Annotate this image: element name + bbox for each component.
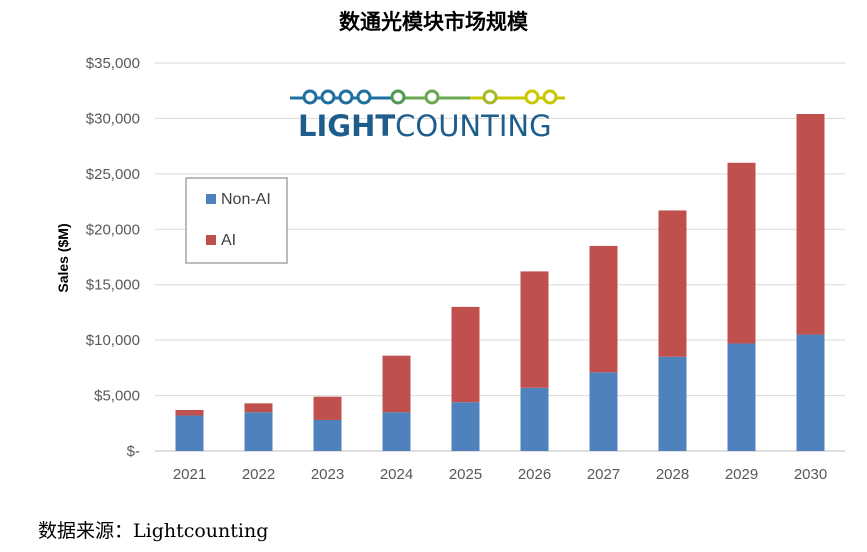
logo-dot bbox=[524, 89, 540, 105]
legend-label-ai: AI bbox=[221, 232, 236, 249]
logo-text: LIGHTCOUNTING bbox=[298, 109, 552, 143]
lightcounting-logo: LIGHTCOUNTING bbox=[290, 89, 565, 143]
logo-dot bbox=[356, 89, 372, 105]
logo-dot bbox=[482, 89, 498, 105]
logo-dot bbox=[424, 89, 440, 105]
logo-dot bbox=[320, 89, 336, 105]
y-tick-label: $30,000 bbox=[86, 110, 140, 127]
x-tick-label: 2029 bbox=[725, 466, 758, 483]
legend-box bbox=[185, 177, 288, 264]
logo-dot bbox=[542, 89, 558, 105]
x-tick-label: 2030 bbox=[794, 466, 827, 483]
bar-ai-2030 bbox=[796, 113, 825, 335]
bar-non-ai-2024 bbox=[382, 412, 411, 451]
y-tick-label: $5,000 bbox=[94, 388, 140, 405]
x-tick-label: 2021 bbox=[173, 466, 206, 483]
x-tick-label: 2023 bbox=[311, 466, 344, 483]
x-tick-label: 2028 bbox=[656, 466, 689, 483]
source-note: 数据来源：Lightcounting bbox=[38, 520, 269, 542]
legend-label-non-ai: Non-AI bbox=[221, 191, 271, 208]
bar-ai-2024 bbox=[382, 355, 411, 413]
bars bbox=[175, 113, 825, 451]
x-tick-label: 2022 bbox=[242, 466, 275, 483]
bar-non-ai-2025 bbox=[451, 402, 480, 451]
bar-ai-2025 bbox=[451, 306, 480, 403]
logo-dot bbox=[390, 89, 406, 105]
bar-non-ai-2030 bbox=[796, 334, 825, 451]
legend-swatch-ai bbox=[206, 235, 216, 245]
bar-non-ai-2026 bbox=[520, 387, 549, 451]
bar-ai-2022 bbox=[244, 403, 273, 413]
y-tick-label: $20,000 bbox=[86, 221, 140, 238]
bar-ai-2028 bbox=[658, 210, 687, 357]
x-tick-label: 2027 bbox=[587, 466, 620, 483]
bar-ai-2023 bbox=[313, 396, 342, 420]
logo-dot bbox=[302, 89, 318, 105]
y-tick-label: $15,000 bbox=[86, 277, 140, 294]
x-tick-label: 2024 bbox=[380, 466, 413, 483]
x-tick-label: 2025 bbox=[449, 466, 482, 483]
y-tick-label: $10,000 bbox=[86, 332, 140, 349]
bar-non-ai-2028 bbox=[658, 356, 687, 451]
bar-ai-2029 bbox=[727, 162, 756, 344]
y-tick-label: $25,000 bbox=[86, 166, 140, 183]
y-axis-label: Sales ($M) bbox=[55, 223, 71, 292]
logo-dot bbox=[338, 89, 354, 105]
x-axis-ticks: 2021 2022 2023 2024 2025 2026 2027 2028 2029 2030 bbox=[173, 466, 827, 483]
bar-non-ai-2027 bbox=[589, 372, 618, 451]
bar-non-ai-2021 bbox=[175, 415, 204, 451]
bar-ai-2026 bbox=[520, 271, 549, 388]
legend-swatch-non-ai bbox=[206, 194, 216, 204]
y-tick-label: $35,000 bbox=[86, 55, 140, 72]
bar-non-ai-2029 bbox=[727, 343, 756, 451]
bar-non-ai-2022 bbox=[244, 412, 273, 451]
bar-non-ai-2023 bbox=[313, 419, 342, 451]
page-title: 数通光模块市场规模 bbox=[339, 9, 528, 34]
y-tick-label: $- bbox=[127, 443, 140, 460]
y-axis-ticks: $- $5,000 $10,000 $15,000 $20,000 $25,000 $30,… bbox=[86, 55, 140, 460]
bar-ai-2027 bbox=[589, 245, 618, 373]
legend: Non-AI AI bbox=[185, 177, 288, 264]
x-tick-label: 2026 bbox=[518, 466, 551, 483]
bar-ai-2021 bbox=[175, 409, 204, 416]
